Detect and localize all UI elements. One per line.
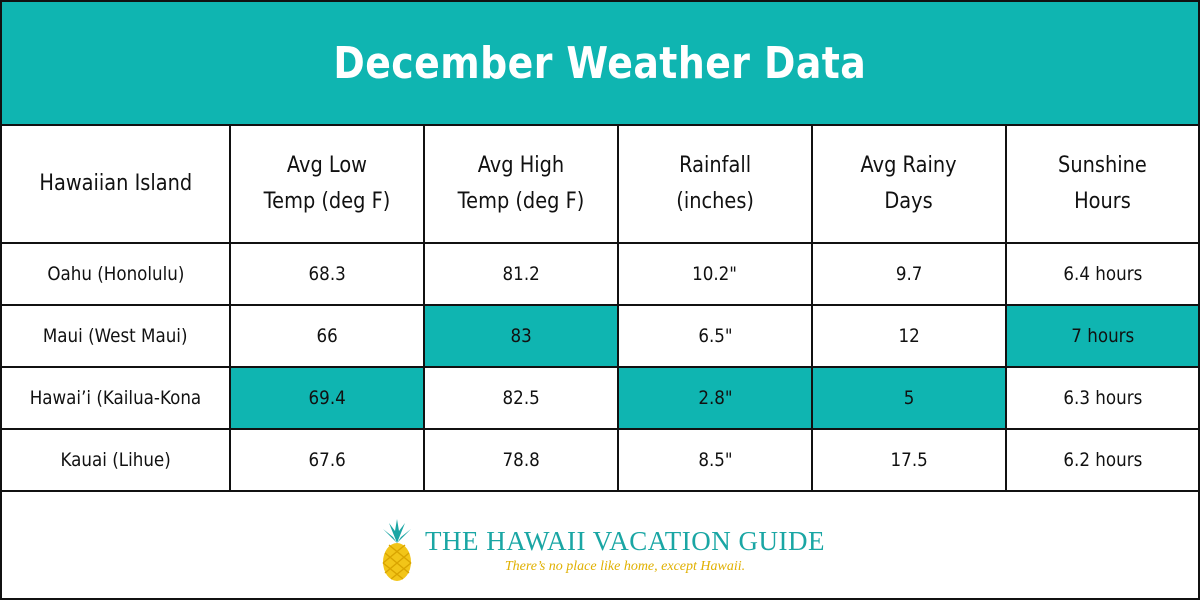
column-header: Sunshine Hours [1005,126,1198,244]
title-banner: December Weather Data [2,2,1198,126]
rainy-days-cell-highlighted: 5 [811,366,1007,430]
sunshine-cell: 6.4 hours [1005,242,1198,306]
page-title: December Weather Data [333,37,867,89]
column-header: Rainfall (inches) [617,126,813,244]
column-header: Avg High Temp (deg F) [423,126,619,244]
rainfall-cell: 10.2" [617,242,813,306]
table-row: Maui (West Maui) 66 83 6.5" 12 7 hours [2,304,1198,368]
avg-high-cell: 81.2 [423,242,619,306]
column-header: Hawaiian Island [2,126,231,244]
header-row: Hawaiian Island Avg Low Temp (deg F) Avg… [2,126,1198,244]
column-header: Avg Rainy Days [811,126,1007,244]
table-row: Kauai (Lihue) 67.6 78.8 8.5" 17.5 6.2 ho… [2,428,1198,492]
rainfall-cell: 8.5" [617,428,813,492]
table-row: Hawai’i (Kailua-Kona 69.4 82.5 2.8" 5 6.… [2,366,1198,430]
brand-tagline: There’s no place like home, except Hawai… [504,558,746,574]
sunshine-cell: 6.3 hours [1005,366,1198,430]
rainy-days-cell: 12 [811,304,1007,368]
brand-name: THE HAWAII VACATION GUIDE [424,525,826,556]
avg-low-cell: 66 [229,304,425,368]
brand-text: THE HAWAII VACATION GUIDE There’s no pla… [425,526,825,575]
avg-low-cell: 67.6 [229,428,425,492]
island-cell: Kauai (Lihue) [2,428,231,492]
table-row: Oahu (Honolulu) 68.3 81.2 10.2" 9.7 6.4 … [2,242,1198,306]
avg-high-cell-highlighted: 83 [423,304,619,368]
column-header: Avg Low Temp (deg F) [229,126,425,244]
island-cell: Maui (West Maui) [2,304,231,368]
avg-low-cell: 68.3 [229,242,425,306]
island-cell: Oahu (Honolulu) [2,242,231,306]
avg-high-cell: 78.8 [423,428,619,492]
island-cell: Hawai’i (Kailua-Kona [2,366,231,430]
brand-logo: THE HAWAII VACATION GUIDE There’s no pla… [375,517,825,583]
rainy-days-cell: 17.5 [811,428,1007,492]
avg-low-cell-highlighted: 69.4 [229,366,425,430]
sunshine-cell: 6.2 hours [1005,428,1198,492]
rainfall-cell-highlighted: 2.8" [617,366,813,430]
sunshine-cell-highlighted: 7 hours [1005,304,1198,368]
avg-high-cell: 82.5 [423,366,619,430]
pineapple-icon [382,519,412,581]
weather-table: Hawaiian Island Avg Low Temp (deg F) Avg… [2,126,1198,492]
rainfall-cell: 6.5" [617,304,813,368]
rainy-days-cell: 9.7 [811,242,1007,306]
footer: THE HAWAII VACATION GUIDE There’s no pla… [2,502,1198,598]
